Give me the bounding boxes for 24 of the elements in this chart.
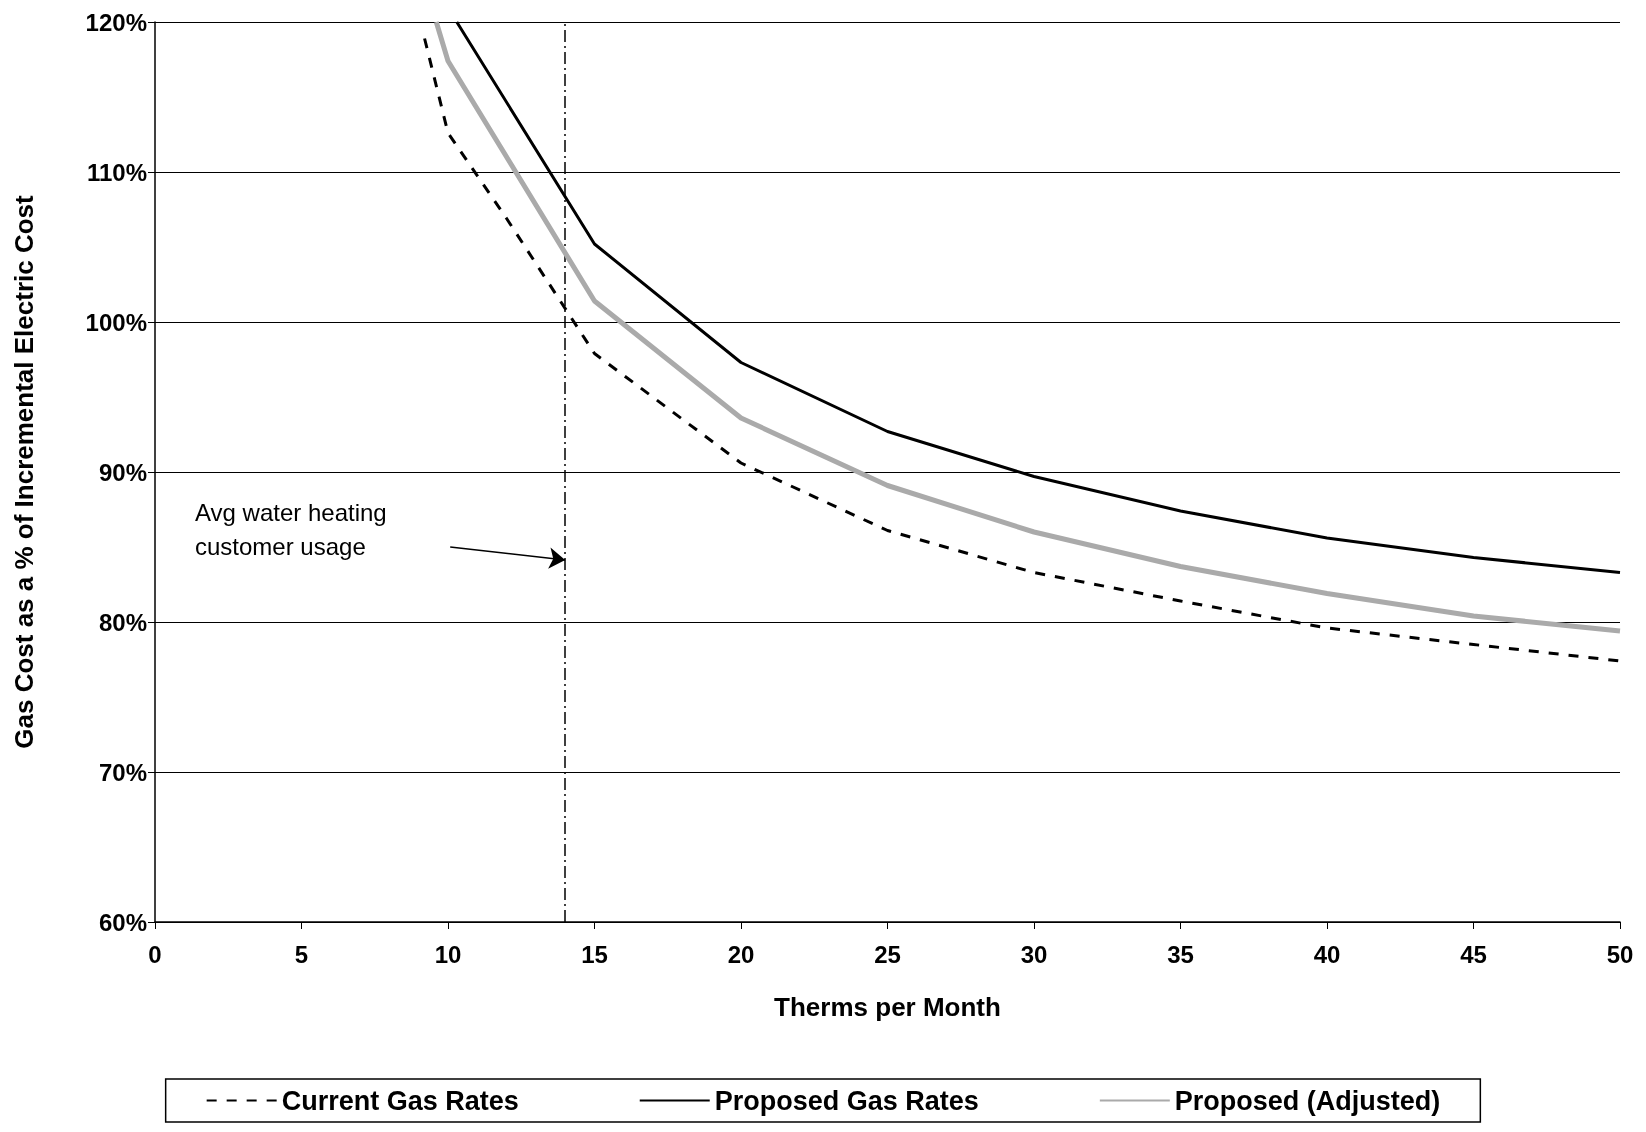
y-tick-label: 80% xyxy=(98,608,147,636)
x-tick-label: 35 xyxy=(1167,940,1194,968)
y-tick-label: 90% xyxy=(98,458,147,486)
x-tick-label: 45 xyxy=(1460,940,1487,968)
legend-label: Proposed Gas Rates xyxy=(714,1085,979,1116)
x-tick-label: 30 xyxy=(1020,940,1048,968)
x-tick-label: 5 xyxy=(294,940,309,968)
x-tick-label: 50 xyxy=(1606,940,1634,968)
legend-label: Proposed (Adjusted) xyxy=(1174,1085,1441,1116)
x-tick-label: 0 xyxy=(148,940,162,968)
x-tick-label: 15 xyxy=(581,940,608,968)
y-tick-label: 120% xyxy=(85,8,147,36)
x-tick-label: 10 xyxy=(434,940,462,968)
x-axis-title: Therms per Month xyxy=(774,992,1001,1022)
y-tick-label: 110% xyxy=(86,158,147,186)
x-tick-label: 25 xyxy=(874,940,901,968)
y-tick-label: 70% xyxy=(98,758,147,786)
x-tick-label: 40 xyxy=(1313,940,1341,968)
annotation: Avg water heating customer usage xyxy=(195,498,387,560)
y-tick-label: 60% xyxy=(98,908,147,936)
y-tick-label: 100% xyxy=(85,308,147,336)
x-tick-label: 20 xyxy=(727,940,755,968)
legend-label: Current Gas Rates xyxy=(281,1085,519,1116)
y-axis-title: Gas Cost as a % of Incremental Electric Cost xyxy=(9,194,39,749)
